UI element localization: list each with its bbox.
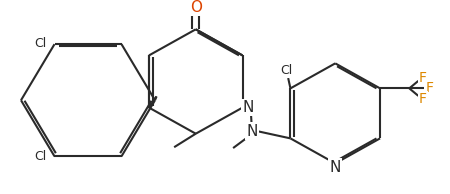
- Text: Cl: Cl: [34, 37, 46, 50]
- Text: Cl: Cl: [280, 64, 292, 77]
- Text: F: F: [419, 71, 427, 85]
- Text: F: F: [419, 92, 427, 106]
- Text: N: N: [246, 124, 258, 139]
- Text: N: N: [242, 100, 254, 115]
- Text: F: F: [426, 81, 433, 95]
- Text: O: O: [190, 0, 202, 15]
- Text: Cl: Cl: [34, 150, 46, 163]
- Text: N: N: [329, 160, 341, 175]
